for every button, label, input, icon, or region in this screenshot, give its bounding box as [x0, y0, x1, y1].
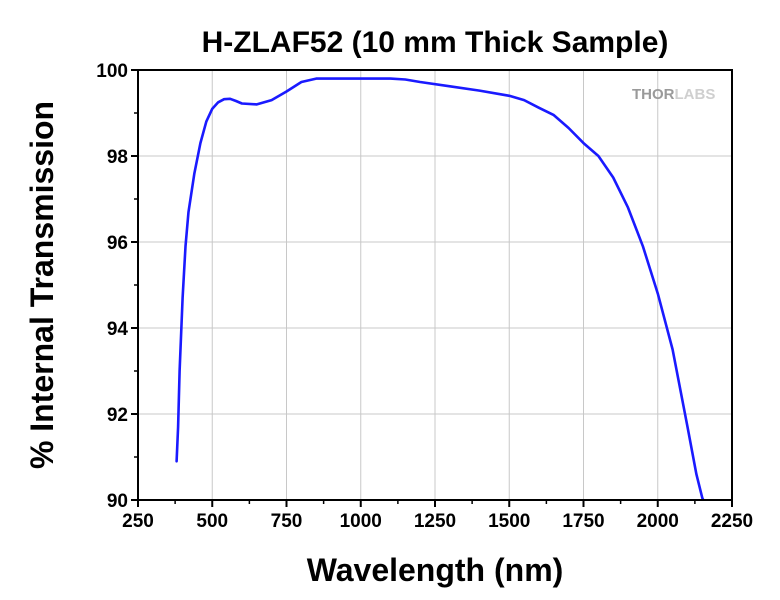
transmission-series-line — [175, 77, 705, 500]
chart-title: H-ZLAF52 (10 mm Thick Sample) — [202, 26, 669, 59]
y-tick-label: 100 — [96, 61, 128, 82]
y-tick-label: 90 — [107, 491, 128, 512]
x-tick-label: 250 — [122, 511, 154, 532]
x-tick-label: 1500 — [488, 511, 530, 532]
x-tick-label: 500 — [196, 511, 228, 532]
axis-ticks: 250 500 750 1000 1250 1500 1750 2000 2250 90 92 94 9… — [96, 61, 753, 532]
series-layer — [175, 77, 705, 500]
y-tick-label: 94 — [107, 319, 129, 340]
x-axis-label: Wavelength (nm) — [307, 552, 564, 588]
x-tick-label: 1250 — [414, 511, 456, 532]
x-tick-label: 750 — [271, 511, 303, 532]
x-tick-label: 2000 — [637, 511, 679, 532]
x-tick-label: 1750 — [562, 511, 604, 532]
y-tick-label: 96 — [107, 233, 128, 254]
grid-lines — [138, 70, 732, 500]
y-tick-label: 92 — [107, 405, 128, 426]
y-axis-label: % Internal Transmission — [24, 101, 60, 469]
y-tick-label: 98 — [107, 147, 128, 168]
x-tick-label: 2250 — [711, 511, 753, 532]
svg-text:THORLABS: THORLABS — [632, 86, 715, 103]
x-tick-label: 1000 — [340, 511, 382, 532]
logo-watermark: THORLABS — [632, 86, 715, 103]
